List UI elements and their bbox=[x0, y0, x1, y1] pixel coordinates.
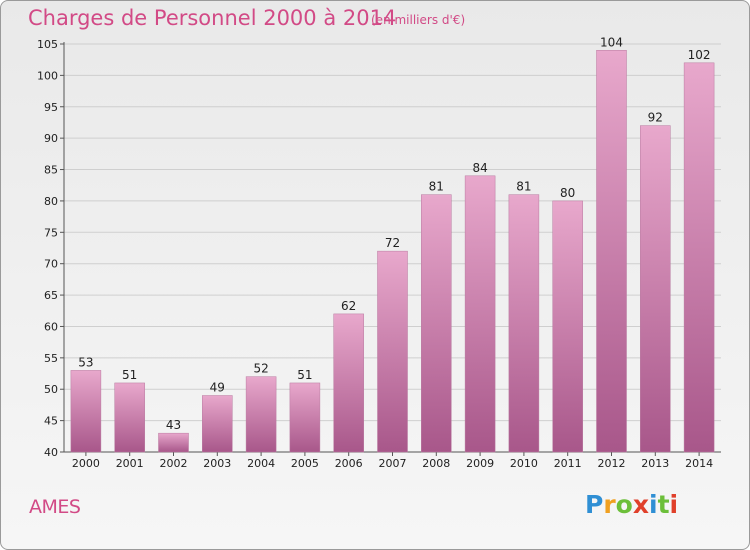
bar bbox=[552, 200, 583, 453]
bar-value-label: 62 bbox=[341, 299, 356, 313]
logo-letter: i bbox=[649, 490, 658, 519]
x-tick-label: 2008 bbox=[422, 457, 450, 470]
bar bbox=[508, 194, 540, 453]
bar-value-label: 81 bbox=[516, 180, 531, 194]
bar bbox=[202, 395, 233, 453]
bar-value-label: 51 bbox=[297, 368, 312, 382]
bar-value-label: 81 bbox=[429, 180, 444, 194]
bar bbox=[333, 313, 364, 453]
labels: 40 45 50 55 60 65 70 75 80 85 90 95 100 105 53 2000 51 20… bbox=[37, 35, 713, 470]
x-tick-label: 2009 bbox=[466, 457, 494, 470]
y-tick-label: 60 bbox=[44, 320, 58, 333]
x-tick-label: 2006 bbox=[335, 457, 363, 470]
bar bbox=[289, 382, 321, 453]
y-tick-label: 65 bbox=[44, 289, 58, 302]
bar-value-label: 43 bbox=[166, 418, 181, 432]
bar-value-label: 92 bbox=[648, 111, 663, 125]
x-tick-label: 2010 bbox=[510, 457, 538, 470]
logo-letter: o bbox=[615, 490, 633, 519]
y-tick-label: 45 bbox=[44, 415, 58, 428]
bar-value-label: 104 bbox=[600, 35, 623, 49]
bar-value-label: 84 bbox=[472, 161, 487, 175]
bar bbox=[421, 194, 452, 453]
y-tick-label: 80 bbox=[44, 195, 58, 208]
chart-title: Charges de Personnel 2000 à 2014 bbox=[28, 6, 397, 30]
bar bbox=[377, 250, 408, 453]
y-tick-label: 105 bbox=[37, 38, 58, 51]
logo-letter: t bbox=[657, 490, 670, 519]
bar-value-label: 102 bbox=[688, 48, 711, 62]
y-tick-label: 55 bbox=[44, 352, 58, 365]
x-tick-label: 2005 bbox=[291, 457, 319, 470]
bar-value-label: 53 bbox=[78, 355, 93, 369]
bar-value-label: 49 bbox=[210, 381, 225, 395]
bar-value-label: 51 bbox=[122, 368, 137, 382]
x-tick-label: 2013 bbox=[641, 457, 669, 470]
x-tick-label: 2004 bbox=[247, 457, 275, 470]
y-tick-label: 50 bbox=[44, 383, 58, 396]
bar bbox=[596, 50, 627, 453]
bar bbox=[245, 376, 277, 453]
x-tick-label: 2001 bbox=[116, 457, 144, 470]
commune-name: AMES bbox=[29, 496, 81, 518]
y-tick-label: 90 bbox=[44, 132, 58, 145]
logo-letter: r bbox=[603, 490, 616, 519]
y-tick-label: 100 bbox=[37, 69, 58, 82]
bars bbox=[70, 50, 715, 453]
y-tick-label: 85 bbox=[44, 164, 58, 177]
bar-value-label: 80 bbox=[560, 186, 575, 200]
x-tick-label: 2011 bbox=[554, 457, 582, 470]
bar bbox=[158, 432, 189, 453]
x-tick-label: 2007 bbox=[379, 457, 407, 470]
logo-letter: i bbox=[669, 490, 679, 519]
y-tick-label: 75 bbox=[44, 226, 58, 239]
bar bbox=[683, 62, 715, 453]
bar-value-label: 52 bbox=[253, 362, 268, 376]
bar-value-label: 72 bbox=[385, 236, 400, 250]
bar bbox=[640, 125, 671, 453]
bar bbox=[114, 382, 145, 453]
x-tick-label: 2003 bbox=[203, 457, 231, 470]
x-tick-label: 2014 bbox=[685, 457, 713, 470]
logo-letter: P bbox=[585, 490, 604, 519]
logo-letter: x bbox=[632, 490, 649, 519]
y-tick-label: 70 bbox=[44, 258, 58, 271]
y-tick-label: 95 bbox=[44, 101, 58, 114]
proxiti-logo: Proxiti bbox=[585, 490, 678, 519]
chart-subtitle: (en milliers d'€) bbox=[371, 13, 466, 27]
x-tick-label: 2012 bbox=[598, 457, 626, 470]
x-tick-label: 2000 bbox=[72, 457, 100, 470]
bar bbox=[70, 370, 102, 453]
y-tick-label: 40 bbox=[44, 446, 58, 459]
bar bbox=[464, 175, 496, 453]
x-tick-label: 2002 bbox=[160, 457, 188, 470]
